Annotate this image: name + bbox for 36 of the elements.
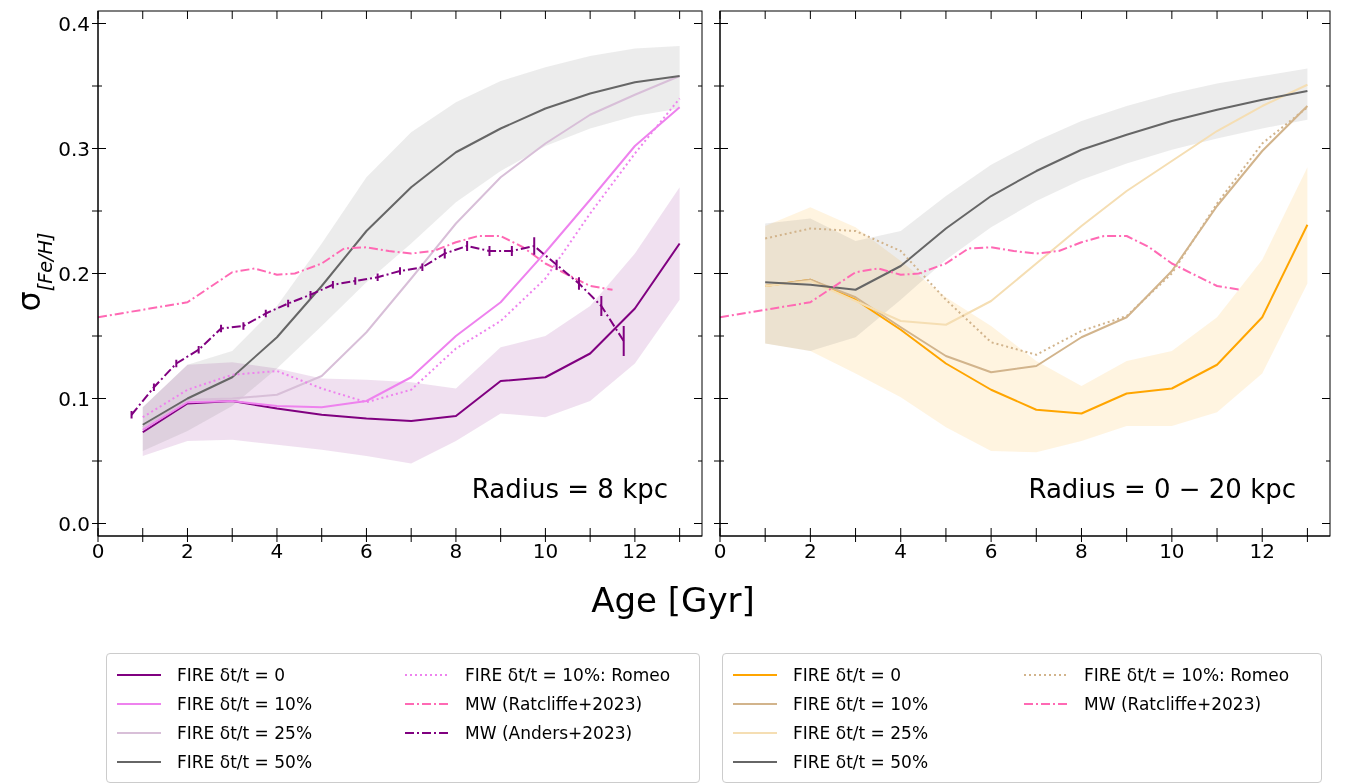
legend-label: FIRE δt/t = 50% (793, 751, 929, 772)
legend-label: MW (Ratcliffe+2023) (465, 693, 643, 714)
y-tick-label: 0.0 (58, 511, 90, 536)
x-tick-label: 2 (181, 539, 194, 564)
x-tick-label: 10 (532, 539, 559, 564)
legend-label: FIRE δt/t = 10% (177, 693, 313, 714)
legend-label: FIRE δt/t = 10%: Romeo (1084, 664, 1290, 685)
x-tick-label: 4 (270, 539, 284, 564)
x-tick-label: 6 (360, 539, 373, 564)
legend-label: FIRE δt/t = 25% (177, 722, 313, 743)
x-tick-label: 12 (622, 539, 648, 564)
y-tick-label: 0.3 (58, 136, 90, 161)
legend-label: FIRE δt/t = 0 (793, 664, 902, 685)
y-tick-label: 0.2 (58, 261, 90, 286)
x-tick-label: 0 (91, 539, 105, 564)
legend-label: MW (Ratcliffe+2023) (1084, 693, 1262, 714)
x-tick-label: 8 (1075, 539, 1088, 564)
x-tick-label: 2 (804, 539, 817, 564)
line-series (98, 235, 614, 319)
legend-label: FIRE δt/t = 0 (177, 664, 286, 685)
legend-label: FIRE δt/t = 10%: Romeo (465, 664, 671, 685)
x-axis-title: Age [Gyr] (590, 580, 756, 620)
y-tick-label: 0.4 (58, 11, 90, 36)
legend-label: FIRE δt/t = 10% (793, 693, 929, 714)
legend-label: FIRE δt/t = 50% (177, 751, 313, 772)
x-tick-label: 4 (894, 539, 908, 564)
y-tick-label: 0.1 (58, 386, 90, 411)
annotation: Radius = 8 kpc (471, 474, 668, 504)
x-tick-label: 10 (1159, 539, 1185, 564)
legend-label: MW (Anders+2023) (465, 722, 633, 743)
legend-label: FIRE δt/t = 25% (793, 722, 929, 743)
annotation: Radius = 0 − 20 kpc (1028, 474, 1296, 504)
x-tick-label: 8 (449, 539, 463, 564)
x-tick-label: 0 (713, 539, 727, 564)
x-tick-label: 6 (984, 539, 998, 564)
x-tick-label: 12 (1249, 539, 1275, 564)
